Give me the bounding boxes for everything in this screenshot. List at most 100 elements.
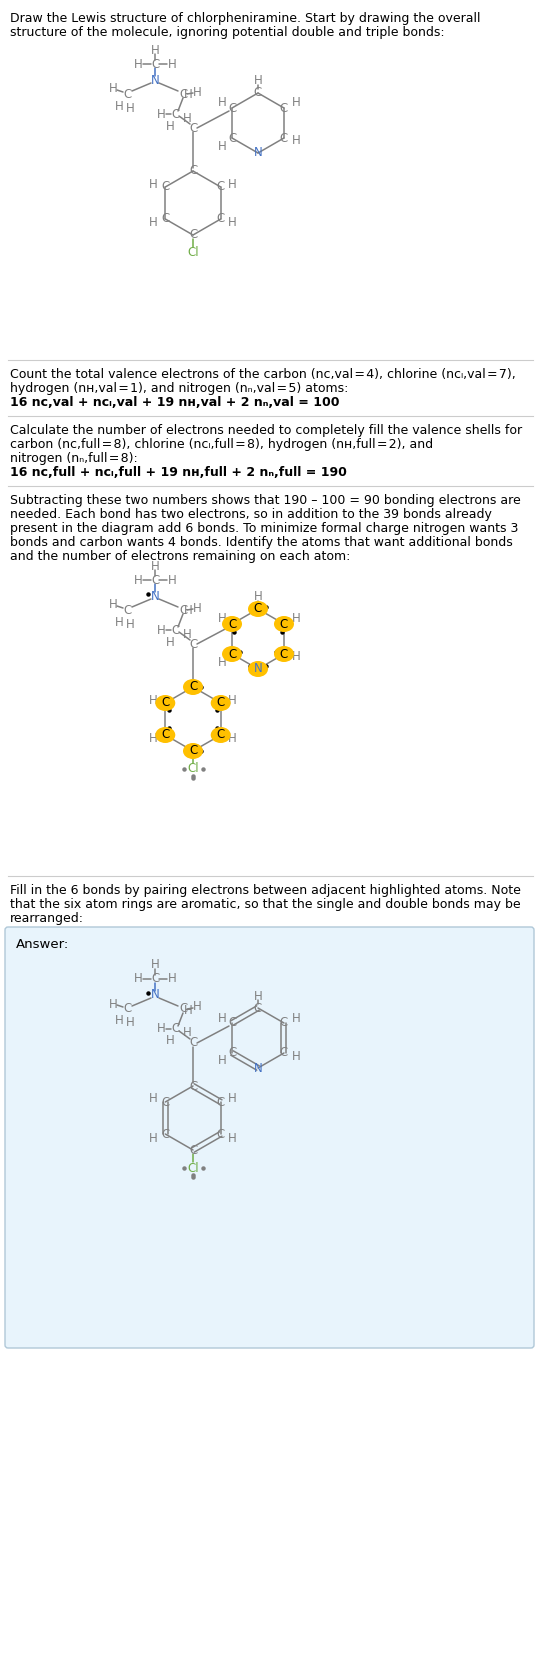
Text: C: C — [189, 1080, 197, 1093]
Text: H: H — [150, 43, 160, 56]
Text: C: C — [228, 617, 236, 630]
Text: C: C — [171, 624, 179, 637]
Text: H: H — [150, 959, 160, 972]
Text: H: H — [109, 599, 117, 612]
Text: H: H — [149, 733, 157, 745]
Text: C: C — [123, 88, 131, 101]
Text: H: H — [126, 617, 134, 630]
Text: H: H — [228, 733, 237, 745]
Text: H: H — [149, 1093, 157, 1105]
Text: needed. Each bond has two electrons, so in addition to the 39 bonds already: needed. Each bond has two electrons, so … — [10, 508, 492, 521]
Text: C: C — [189, 680, 197, 693]
Text: H: H — [193, 1000, 201, 1014]
Text: C: C — [161, 697, 169, 710]
Text: Calculate the number of electrons needed to completely fill the valence shells f: Calculate the number of electrons needed… — [10, 425, 522, 436]
Text: Subtracting these two numbers shows that 190 – 100 = 90 bonding electrons are: Subtracting these two numbers shows that… — [10, 494, 521, 508]
Ellipse shape — [222, 615, 242, 632]
Text: H: H — [292, 1012, 300, 1025]
Text: H: H — [217, 96, 226, 109]
Text: C: C — [254, 1002, 262, 1015]
Ellipse shape — [210, 727, 230, 743]
Text: H: H — [126, 1017, 134, 1030]
Text: H: H — [157, 1022, 166, 1035]
Text: H: H — [115, 1015, 123, 1027]
Text: rearranged:: rearranged: — [10, 912, 84, 926]
Text: C: C — [280, 647, 288, 660]
Text: H: H — [149, 693, 157, 707]
Text: H: H — [166, 635, 174, 649]
Text: H: H — [166, 1035, 174, 1047]
Text: C: C — [189, 121, 197, 134]
Text: H: H — [134, 574, 142, 587]
Text: H: H — [183, 111, 192, 124]
Text: C: C — [254, 86, 262, 100]
Text: H: H — [157, 624, 166, 637]
Text: carbon (nᴄ,full = 8), chlorine (nᴄₗ,full = 8), hydrogen (nʜ,full = 2), and: carbon (nᴄ,full = 8), chlorine (nᴄₗ,full… — [10, 438, 433, 451]
Ellipse shape — [155, 695, 175, 712]
Text: N: N — [254, 146, 262, 159]
Text: C: C — [189, 637, 197, 650]
Text: H: H — [254, 989, 262, 1002]
Text: C: C — [123, 1002, 131, 1015]
Text: N: N — [150, 989, 160, 1002]
Text: H: H — [228, 178, 237, 191]
Text: H: H — [109, 997, 117, 1010]
Text: C: C — [151, 574, 159, 587]
Ellipse shape — [183, 679, 203, 695]
Text: H: H — [149, 1131, 157, 1145]
Text: H: H — [292, 612, 300, 625]
Text: C: C — [171, 108, 179, 121]
Text: C: C — [228, 1047, 236, 1060]
Text: C: C — [179, 1002, 187, 1015]
Text: C: C — [254, 602, 262, 615]
Text: H: H — [183, 88, 193, 101]
Text: N: N — [254, 662, 262, 675]
Text: H: H — [183, 604, 193, 617]
Text: H: H — [134, 58, 142, 70]
Ellipse shape — [155, 727, 175, 743]
Text: Count the total valence electrons of the carbon (nᴄ,val = 4), chlorine (nᴄₗ,val : Count the total valence electrons of the… — [10, 368, 516, 382]
Text: C: C — [216, 1128, 225, 1140]
Text: H: H — [168, 972, 176, 985]
Ellipse shape — [248, 660, 268, 677]
Text: 16 nᴄ,full + nᴄₗ,full + 19 nʜ,full + 2 nₙ,full = 190: 16 nᴄ,full + nᴄₗ,full + 19 nʜ,full + 2 n… — [10, 466, 347, 479]
Text: H: H — [292, 650, 300, 664]
Text: H: H — [149, 178, 157, 191]
Text: N: N — [150, 589, 160, 602]
Text: N: N — [254, 1062, 262, 1075]
Text: H: H — [228, 217, 237, 229]
Text: C: C — [151, 972, 159, 985]
Text: Cl: Cl — [187, 763, 199, 775]
Text: C: C — [171, 1022, 179, 1035]
Text: C: C — [228, 101, 236, 114]
Text: that the six atom rings are aromatic, so that the single and double bonds may be: that the six atom rings are aromatic, so… — [10, 898, 520, 911]
Text: and the number of electrons remaining on each atom:: and the number of electrons remaining on… — [10, 551, 351, 562]
Text: C: C — [216, 728, 225, 742]
Text: C: C — [280, 101, 288, 114]
Text: structure of the molecule, ignoring potential double and triple bonds:: structure of the molecule, ignoring pote… — [10, 27, 445, 40]
Text: C: C — [216, 212, 225, 226]
Ellipse shape — [183, 743, 203, 760]
Text: Answer:: Answer: — [16, 937, 69, 951]
Text: H: H — [183, 1004, 193, 1017]
Text: H: H — [254, 591, 262, 604]
Text: H: H — [292, 134, 300, 148]
Text: C: C — [161, 728, 169, 742]
Text: H: H — [193, 86, 201, 98]
Text: H: H — [228, 693, 237, 707]
Text: C: C — [216, 181, 225, 194]
Text: C: C — [189, 745, 197, 758]
Text: H: H — [217, 655, 226, 669]
Text: C: C — [228, 1017, 236, 1030]
Text: Fill in the 6 bonds by pairing electrons between adjacent highlighted atoms. Not: Fill in the 6 bonds by pairing electrons… — [10, 884, 521, 898]
Ellipse shape — [248, 601, 268, 617]
Ellipse shape — [274, 645, 294, 662]
Text: H: H — [126, 101, 134, 114]
Text: C: C — [280, 1047, 288, 1060]
Text: H: H — [166, 119, 174, 133]
Text: H: H — [217, 1012, 226, 1025]
Text: C: C — [280, 1017, 288, 1030]
Text: H: H — [115, 615, 123, 629]
Text: C: C — [216, 1095, 225, 1108]
Text: H: H — [228, 1093, 237, 1105]
